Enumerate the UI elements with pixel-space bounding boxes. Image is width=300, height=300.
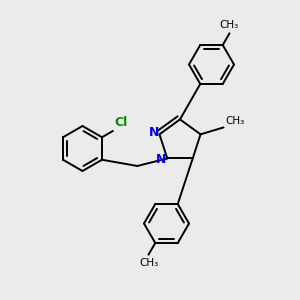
Text: CH₃: CH₃ bbox=[220, 20, 239, 30]
Text: N: N bbox=[155, 154, 166, 166]
Text: CH₃: CH₃ bbox=[139, 258, 158, 268]
Text: N: N bbox=[149, 126, 159, 139]
Text: Cl: Cl bbox=[114, 116, 128, 128]
Text: CH₃: CH₃ bbox=[225, 116, 244, 126]
